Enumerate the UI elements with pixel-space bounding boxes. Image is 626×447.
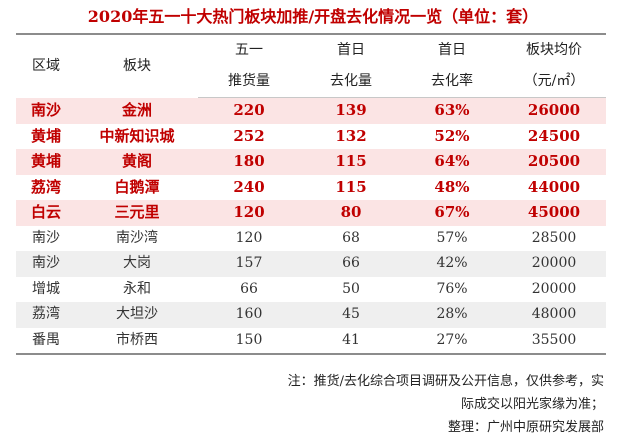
cell-supply: 180 — [198, 149, 300, 175]
cell-sold: 115 — [300, 149, 402, 175]
cell-rate: 76% — [402, 276, 502, 302]
cell-block: 市桥西 — [76, 327, 198, 355]
cell-block: 大坦沙 — [76, 302, 198, 328]
cell-price: 28500 — [502, 225, 606, 251]
cell-price: 24500 — [502, 123, 606, 149]
header-block: 板块 — [76, 33, 198, 98]
source-note-line2: 际成交以阳光家缘为准； — [460, 397, 604, 412]
header-rate-line1: 首日 — [402, 33, 502, 66]
cell-rate: 52% — [402, 123, 502, 149]
table-header: 区域 板块 五一 首日 首日 板块均价 推货量 去化量 去化率 （元/㎡） — [16, 33, 606, 98]
header-sold-line2: 去化量 — [300, 66, 402, 98]
cell-rate: 67% — [402, 200, 502, 226]
cell-supply: 240 — [198, 174, 300, 200]
cell-rate: 27% — [402, 327, 502, 355]
cell-price: 26000 — [502, 97, 606, 124]
cell-supply: 150 — [198, 327, 300, 355]
cell-region: 黄埔 — [16, 123, 76, 149]
table-row: 番禺 市桥西 150 41 27% 35500 — [16, 327, 606, 355]
table-row: 南沙 金洲 220 139 63% 26000 — [16, 97, 606, 124]
cell-supply: 220 — [198, 97, 300, 124]
cell-price: 45000 — [502, 200, 606, 226]
table-row: 白云 三元里 120 80 67% 45000 — [16, 200, 606, 226]
cell-rate: 63% — [402, 97, 502, 124]
cell-sold: 80 — [300, 200, 402, 226]
header-rate-line2: 去化率 — [402, 66, 502, 98]
cell-sold: 41 — [300, 327, 402, 355]
cell-sold: 139 — [300, 97, 402, 124]
cell-block: 白鹅潭 — [76, 174, 198, 200]
cell-supply: 120 — [198, 225, 300, 251]
cell-supply: 66 — [198, 276, 300, 302]
table-row: 荔湾 大坦沙 160 45 28% 48000 — [16, 302, 606, 328]
table-title: 2020年五一十大热门板块加推/开盘去化情况一览（单位：套） — [87, 7, 539, 26]
cell-region: 南沙 — [16, 225, 76, 251]
cell-sold: 115 — [300, 174, 402, 200]
table-body: 南沙 金洲 220 139 63% 26000 黄埔 中新知识城 252 132… — [16, 97, 606, 355]
cell-block: 黄阁 — [76, 149, 198, 175]
cell-region: 荔湾 — [16, 302, 76, 328]
cell-region: 荔湾 — [16, 174, 76, 200]
cell-supply: 120 — [198, 200, 300, 226]
cell-price: 44000 — [502, 174, 606, 200]
cell-supply: 160 — [198, 302, 300, 328]
header-price-line2: （元/㎡） — [502, 66, 606, 98]
header-price-line1: 板块均价 — [502, 33, 606, 66]
cell-sold: 45 — [300, 302, 402, 328]
cell-supply: 157 — [198, 251, 300, 277]
cell-region: 白云 — [16, 200, 76, 226]
cell-region: 南沙 — [16, 251, 76, 277]
cell-region: 增城 — [16, 276, 76, 302]
cell-price: 20500 — [502, 149, 606, 175]
cell-price: 48000 — [502, 302, 606, 328]
cell-price: 20000 — [502, 276, 606, 302]
cell-block: 永和 — [76, 276, 198, 302]
header-row-1: 区域 板块 五一 首日 首日 板块均价 — [16, 33, 606, 98]
cell-sold: 132 — [300, 123, 402, 149]
table-row: 南沙 大岗 157 66 42% 20000 — [16, 251, 606, 277]
cell-block: 中新知识城 — [76, 123, 198, 149]
cell-block: 金洲 — [76, 97, 198, 124]
header-supply-line2: 推货量 — [198, 66, 300, 98]
cell-sold: 68 — [300, 225, 402, 251]
cell-rate: 42% — [402, 251, 502, 277]
cell-rate: 28% — [402, 302, 502, 328]
header-region: 区域 — [16, 33, 76, 98]
cell-block: 南沙湾 — [76, 225, 198, 251]
cell-price: 20000 — [502, 251, 606, 277]
header-supply-line1: 五一 — [198, 33, 300, 66]
table-row: 黄埔 黄阁 180 115 64% 20500 — [16, 149, 606, 175]
header-row-2: 推货量 去化量 去化率 （元/㎡） — [16, 66, 606, 98]
cell-block: 大岗 — [76, 251, 198, 277]
cell-sold: 66 — [300, 251, 402, 277]
cell-sold: 50 — [300, 276, 402, 302]
data-table: 区域 板块 五一 首日 首日 板块均价 推货量 去化量 去化率 （元/㎡） 南沙… — [16, 33, 606, 355]
table-row: 增城 永和 66 50 76% 20000 — [16, 276, 606, 302]
cell-region: 南沙 — [16, 97, 76, 124]
cell-rate: 64% — [402, 149, 502, 175]
cell-region: 黄埔 — [16, 149, 76, 175]
cell-block: 三元里 — [76, 200, 198, 226]
header-sold-line1: 首日 — [300, 33, 402, 66]
compiled-by-note: 整理：广州中原研究发展部 — [447, 420, 604, 435]
cell-price: 35500 — [502, 327, 606, 355]
cell-supply: 252 — [198, 123, 300, 149]
cell-rate: 48% — [402, 174, 502, 200]
table-row: 荔湾 白鹅潭 240 115 48% 44000 — [16, 174, 606, 200]
table-row: 黄埔 中新知识城 252 132 52% 24500 — [16, 123, 606, 149]
table-row: 南沙 南沙湾 120 68 57% 28500 — [16, 225, 606, 251]
cell-region: 番禺 — [16, 327, 76, 355]
source-note-line1: 注：推货/去化综合项目调研及公开信息，仅供参考，实 — [287, 374, 604, 389]
cell-rate: 57% — [402, 225, 502, 251]
